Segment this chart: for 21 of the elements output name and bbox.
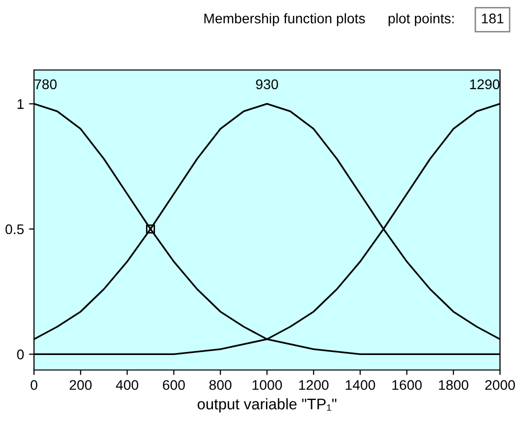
- x-tick-label: 1000: [252, 380, 282, 390]
- x-tick-label: 400: [116, 380, 138, 390]
- x-tick-label: 0: [30, 380, 38, 390]
- x-tick-label: 1400: [346, 380, 376, 390]
- y-tick-label: 0.5: [6, 224, 24, 234]
- x-tick-label: 1600: [392, 380, 422, 390]
- x-tick-label: 800: [209, 380, 232, 390]
- y-tick-label: 1: [18, 99, 24, 109]
- x-tick-label: 200: [70, 380, 92, 390]
- text: 181: [482, 14, 504, 24]
- x-tick-label: 600: [162, 380, 185, 390]
- series-label: 780: [34, 79, 57, 90]
- text: plot points:: [388, 13, 454, 26]
- y-tick-label: 0: [17, 350, 24, 360]
- series-label: 930: [256, 79, 278, 90]
- chart-title: Membership function plots: [204, 13, 365, 26]
- series-label: 1290: [470, 79, 500, 90]
- x-axis-title: output variable "TP₁": [198, 398, 336, 412]
- x-tick-label: 1800: [439, 380, 468, 390]
- x-tick-label: 2000: [485, 380, 515, 390]
- x-tick-label: 1200: [299, 380, 329, 390]
